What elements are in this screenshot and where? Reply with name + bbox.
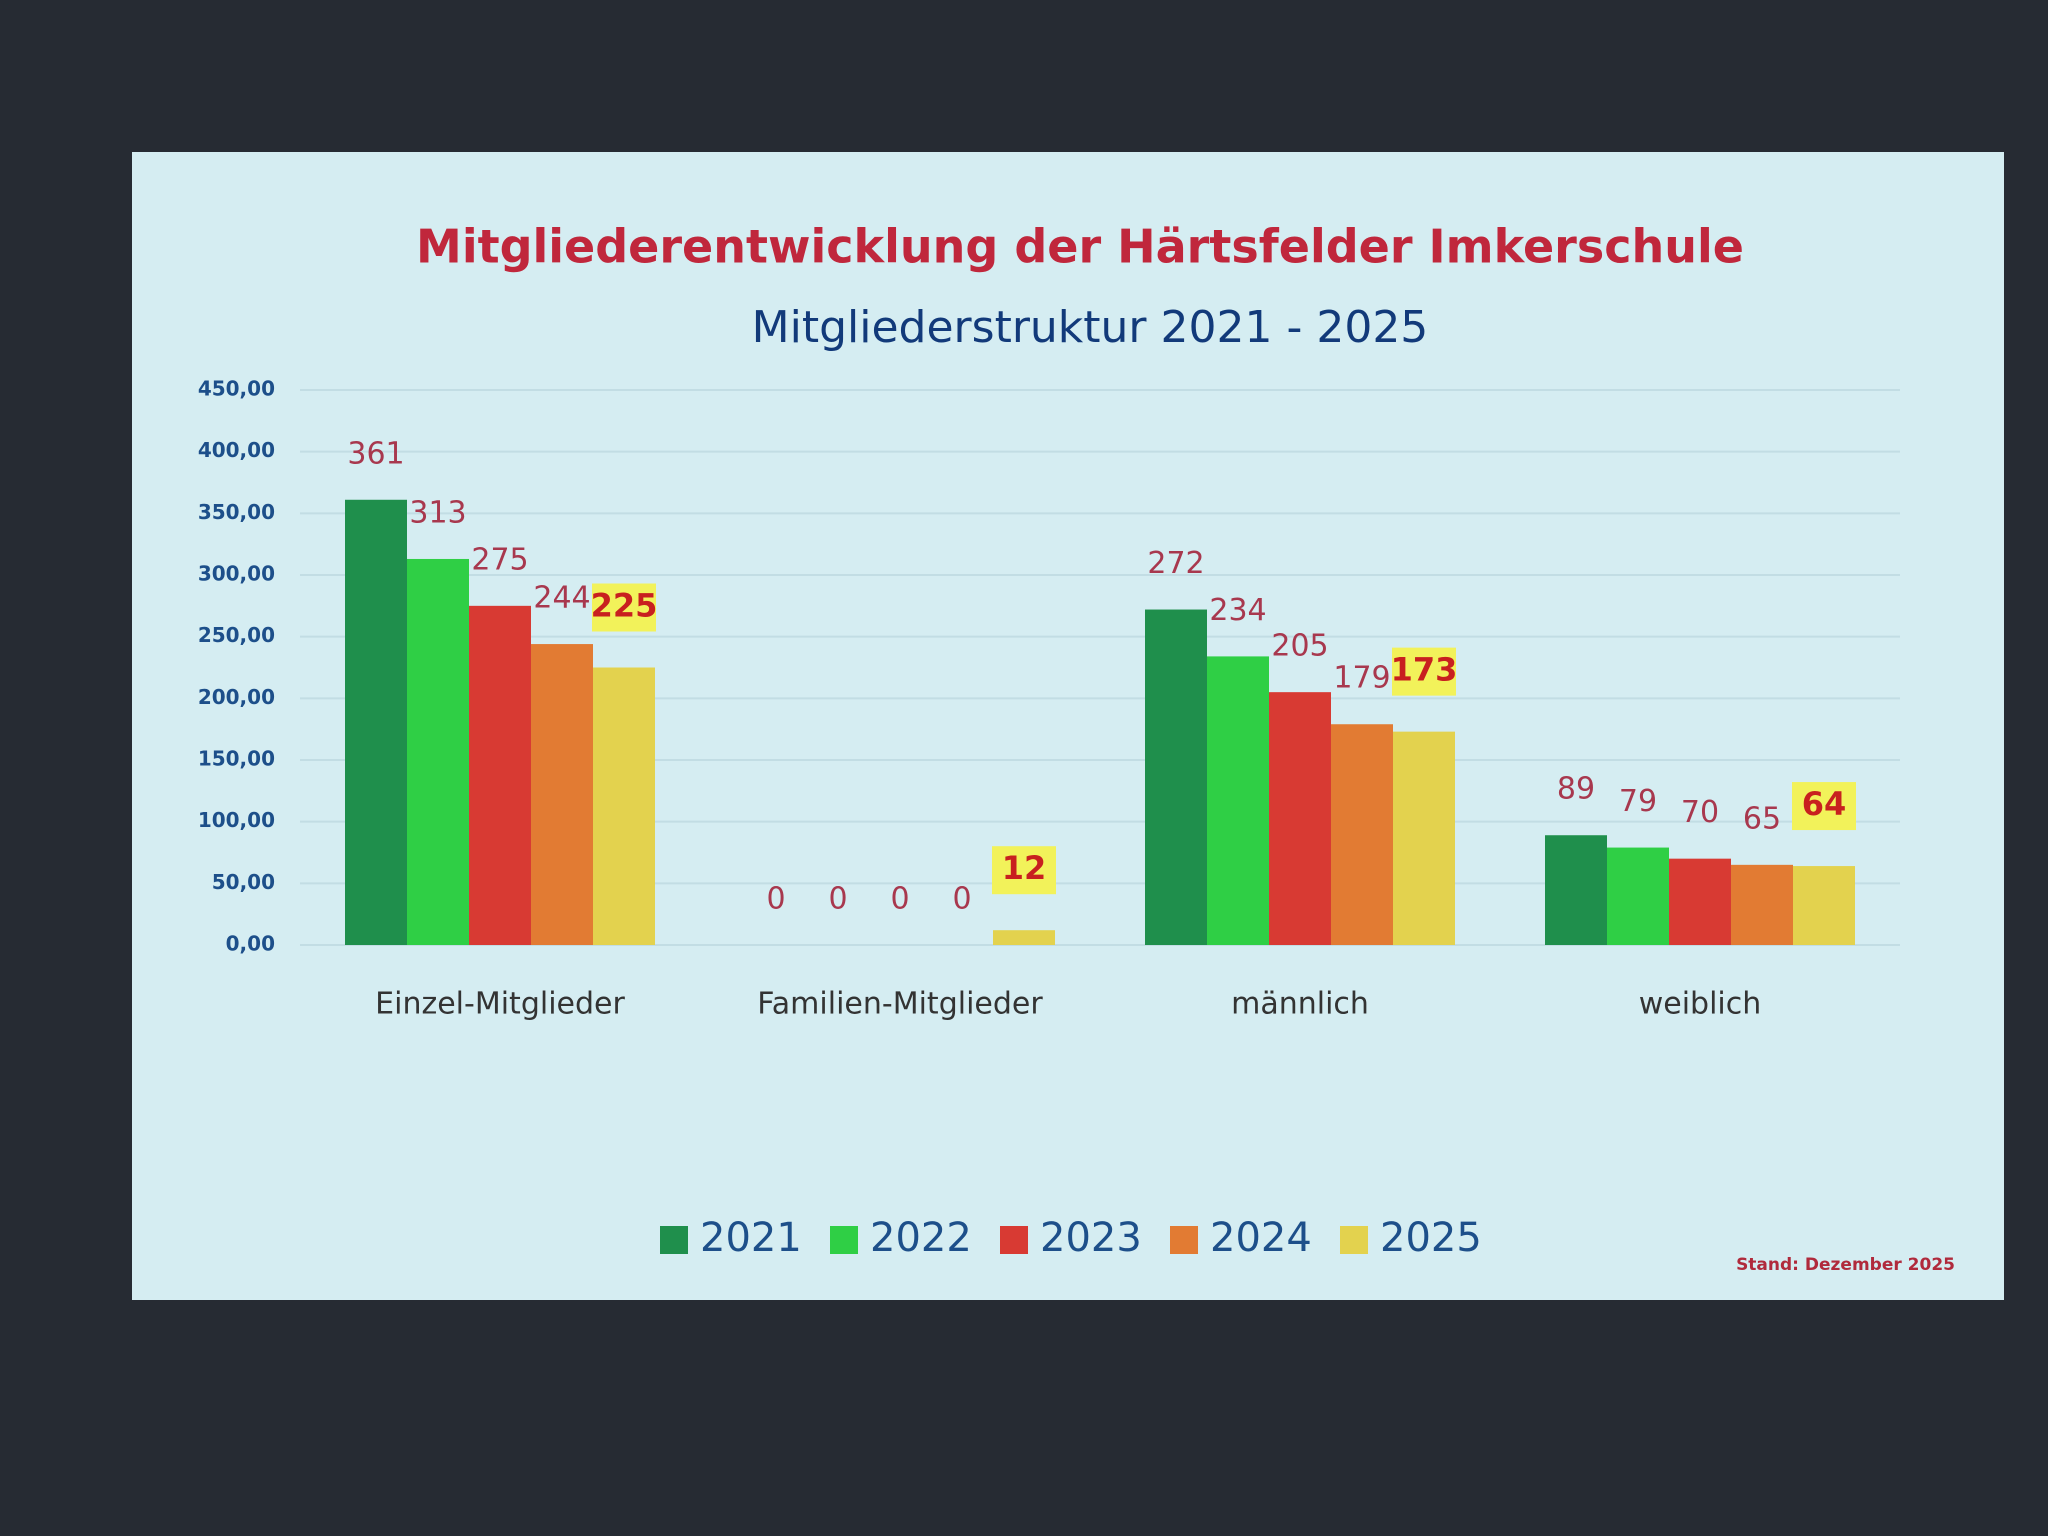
legend-swatch [660, 1226, 688, 1254]
legend-label: 2023 [1040, 1215, 1142, 1261]
value-label: 313 [409, 495, 466, 530]
bar [407, 558, 469, 945]
y-tick-label: 0,00 [226, 932, 275, 956]
x-tick-label: weiblich [1639, 987, 1762, 1022]
legend-swatch [1340, 1226, 1368, 1254]
legend-label: 2021 [700, 1215, 802, 1261]
legend-swatch [1000, 1226, 1028, 1254]
y-tick-label: 50,00 [212, 870, 275, 894]
bar [469, 605, 531, 945]
bar [1331, 724, 1393, 945]
x-tick-label: Einzel-Mitglieder [375, 987, 625, 1022]
bar [345, 499, 407, 945]
value-label: 12 [1002, 849, 1047, 887]
bar [531, 644, 593, 945]
value-label-highlight [1792, 782, 1856, 831]
value-label-highlight [1392, 647, 1456, 696]
value-label: 70 [1681, 795, 1719, 830]
bar [1793, 866, 1855, 945]
bar [993, 930, 1055, 945]
y-tick-label: 350,00 [198, 500, 275, 524]
value-label: 361 [347, 436, 404, 471]
value-label: 272 [1147, 546, 1204, 581]
value-label: 64 [1802, 785, 1847, 823]
y-tick-label: 450,00 [198, 377, 275, 401]
value-label-highlight [592, 583, 656, 632]
bar [1145, 609, 1207, 945]
value-label: 79 [1619, 784, 1657, 819]
bar [1207, 656, 1269, 945]
value-label: 205 [1271, 629, 1328, 664]
value-label: 89 [1557, 772, 1595, 807]
value-label: 0 [766, 882, 785, 917]
y-tick-label: 100,00 [198, 808, 275, 832]
value-label: 234 [1209, 593, 1266, 628]
value-label: 0 [952, 882, 971, 917]
chart-title: Mitgliederentwicklung der Härtsfelder Im… [416, 220, 1744, 274]
x-tick-label: Familien-Mitglieder [757, 987, 1043, 1022]
value-label: 0 [890, 882, 909, 917]
bar [1669, 858, 1731, 945]
value-label: 65 [1743, 801, 1781, 836]
y-tick-label: 150,00 [198, 747, 275, 771]
y-tick-label: 300,00 [198, 562, 275, 586]
bar [1393, 731, 1455, 945]
y-tick-label: 200,00 [198, 685, 275, 709]
value-label: 0 [828, 882, 847, 917]
bar [1731, 864, 1793, 945]
value-label: 173 [1391, 651, 1458, 689]
y-tick-label: 250,00 [198, 623, 275, 647]
value-label: 225 [591, 587, 658, 625]
value-label-highlight [992, 846, 1056, 895]
legend-swatch [1170, 1226, 1198, 1254]
value-label: 244 [533, 581, 590, 616]
bar [1545, 835, 1607, 945]
value-label: 179 [1333, 661, 1390, 696]
y-tick-label: 400,00 [198, 438, 275, 462]
value-label: 275 [471, 542, 528, 577]
legend-label: 2025 [1380, 1215, 1482, 1261]
bar [593, 667, 655, 945]
bar [1607, 847, 1669, 945]
legend-label: 2024 [1210, 1215, 1312, 1261]
legend-label: 2022 [870, 1215, 972, 1261]
x-tick-label: männlich [1231, 987, 1369, 1022]
legend-swatch [830, 1226, 858, 1254]
bar [1269, 692, 1331, 945]
chart-subtitle: Mitgliederstruktur 2021 - 2025 [752, 302, 1429, 353]
footnote: Stand: Dezember 2025 [1736, 1255, 1955, 1275]
